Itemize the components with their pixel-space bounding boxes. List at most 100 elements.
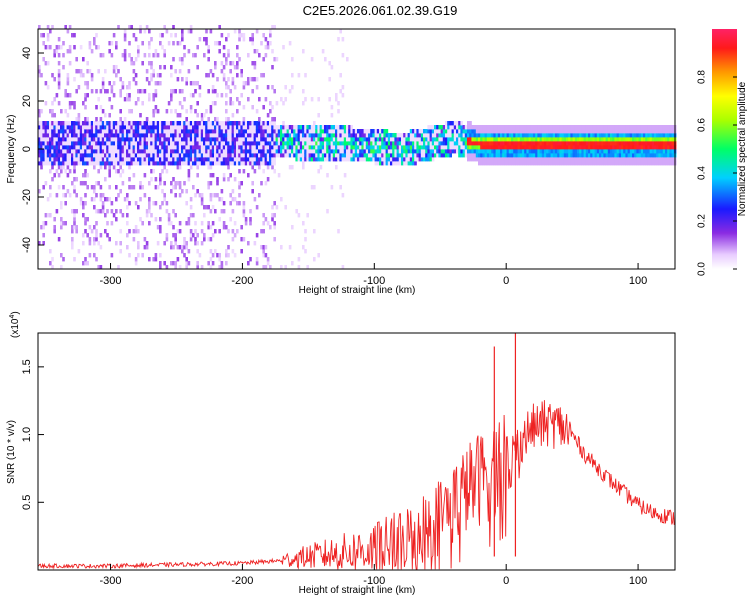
spectrogram-cell <box>231 153 235 158</box>
spectrogram-cell <box>189 129 193 134</box>
spectrogram-cell <box>315 145 318 150</box>
spectrogram-cell <box>200 157 204 162</box>
spectrogram-cell <box>73 105 76 110</box>
spectrogram-cell <box>196 65 199 70</box>
spectrogram-cell <box>533 153 536 158</box>
spectrogram-cell <box>579 129 582 134</box>
spectrogram-cell <box>262 161 265 166</box>
spectrogram-cell <box>64 89 67 94</box>
spectrogram-cell <box>143 245 147 250</box>
spectrogram-cell <box>537 133 540 138</box>
spectrogram-cell <box>660 161 664 166</box>
spectrogram-cell <box>431 149 435 154</box>
spectrogram-cell <box>555 145 558 150</box>
spectrogram-cell <box>200 133 204 138</box>
spectrogram-cell <box>86 133 89 138</box>
spectrogram-cell <box>53 225 56 230</box>
spectrogram-cell <box>464 145 468 150</box>
spectrogram-cell <box>326 133 329 138</box>
spectrogram-cell <box>350 137 353 142</box>
spectrogram-cell <box>667 157 670 162</box>
spectrogram-cell <box>40 133 43 138</box>
spectrogram-cell <box>90 197 94 202</box>
spectrogram-cell <box>229 101 232 106</box>
spectrogram-cell <box>262 157 265 162</box>
spectrogram-cell <box>236 161 239 166</box>
spectrogram-cell <box>484 133 488 138</box>
spectrogram-cell <box>315 125 318 130</box>
spectrogram-cell <box>233 125 237 130</box>
spectrogram-cell <box>310 133 314 138</box>
spectrogram-cell <box>354 153 358 158</box>
spectrogram-cell <box>328 97 331 102</box>
spectrogram-cell <box>561 157 565 162</box>
spectrogram-cell <box>128 201 131 206</box>
spectrogram-cell <box>141 137 144 142</box>
spectrogram-cell <box>44 101 48 106</box>
spectrogram-cell <box>462 141 466 146</box>
spectrogram-cell <box>244 121 248 126</box>
spectrogram-cell <box>110 105 114 110</box>
spectrogram-cell <box>262 265 265 270</box>
spectrogram-cell <box>68 169 72 174</box>
spectrogram-cell <box>192 133 195 138</box>
spectrogram-cell <box>427 133 430 138</box>
spectrogram-cell <box>308 149 312 154</box>
spectrogram-cell <box>266 137 270 142</box>
spectrogram-cell <box>68 193 72 198</box>
spectrogram-cell <box>60 153 63 158</box>
spectrogram-cell <box>108 197 111 202</box>
spectrogram-cell <box>189 29 193 34</box>
spectrogram-cell <box>198 125 202 130</box>
spectrogram-cell <box>95 117 98 122</box>
spectrogram-cell <box>42 141 45 146</box>
spectrogram-cell <box>229 133 232 138</box>
spectrogram-cell <box>211 137 215 142</box>
spectrogram-cell <box>53 53 56 58</box>
spectrogram-cell <box>249 37 252 42</box>
spectrogram-cell <box>497 161 501 166</box>
spectrogram-cell <box>165 129 169 134</box>
spectrogram-cell <box>359 149 362 154</box>
spectrogram-cell <box>544 141 547 146</box>
spectrogram-cell <box>178 149 182 154</box>
spectrogram-cell <box>394 133 397 138</box>
spectrogram-cell <box>167 133 171 138</box>
spectrogram-cell <box>189 145 193 150</box>
spectrogram-cell <box>49 29 52 34</box>
spectrogram-cell <box>588 137 591 142</box>
spectrogram-cell <box>372 129 375 134</box>
spectrogram-cell <box>253 61 257 66</box>
spectrogram-cell <box>517 129 521 134</box>
spectrogram-cell <box>662 141 666 146</box>
spectrogram-x-tick-label: -300 <box>100 275 122 287</box>
spectrogram-cell <box>313 125 316 130</box>
spectrogram-cell <box>211 161 215 166</box>
spectrogram-cell <box>449 137 452 142</box>
spectrogram-cell <box>295 145 298 150</box>
spectrogram-cell <box>132 161 136 166</box>
spectrogram-cell <box>537 129 540 134</box>
spectrogram-cell <box>148 61 151 66</box>
spectrogram-cell <box>165 121 169 126</box>
spectrogram-cell <box>53 49 56 54</box>
spectrogram-cell <box>592 157 595 162</box>
spectrogram-cell <box>139 149 142 154</box>
spectrogram-cell <box>495 141 499 146</box>
spectrogram-cell <box>71 145 74 150</box>
spectrogram-cell <box>167 129 171 134</box>
spectrogram-cell <box>533 145 536 150</box>
spectrogram-cell <box>387 157 391 162</box>
spectrogram-cell <box>346 129 349 134</box>
spectrogram-cell <box>62 149 65 154</box>
spectrogram-cell <box>262 133 265 138</box>
spectrogram-cell <box>203 137 206 142</box>
spectrogram-cell <box>438 141 441 146</box>
spectrogram-cell <box>612 141 615 146</box>
spectrogram-cell <box>497 141 501 146</box>
spectrogram-cell <box>508 157 512 162</box>
spectrogram-cell <box>264 181 268 186</box>
spectrogram-cell <box>416 129 419 134</box>
snr-frame <box>37 332 676 571</box>
spectrogram-cell <box>528 145 532 150</box>
